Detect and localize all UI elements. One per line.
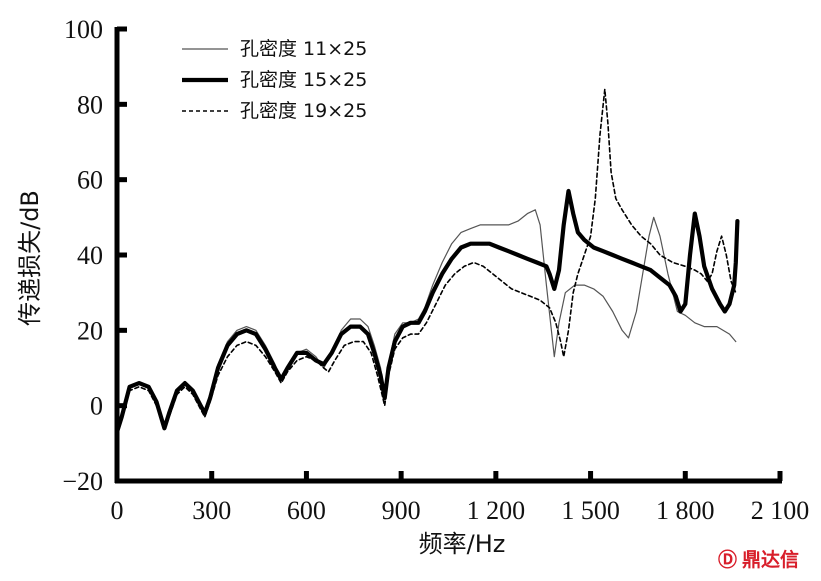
y-tick-label: 40: [77, 241, 103, 270]
series-line-2: [114, 188, 740, 435]
y-tick-label: 20: [77, 316, 103, 345]
series-layer: [114, 88, 740, 437]
series-line-3: [116, 88, 737, 433]
x-tick-label: 1 800: [656, 496, 715, 525]
x-tick-label: 1 500: [561, 496, 620, 525]
x-tick-label: 300: [192, 496, 231, 525]
y-tick-label: 0: [90, 392, 103, 421]
axes-layer: [114, 27, 782, 484]
legend-label-series-3: 孔密度 19×25: [240, 100, 367, 122]
x-tick-label: 0: [111, 496, 124, 525]
watermark-logo: Ⓓ 鼎达信: [718, 548, 799, 571]
x-tick-label: 900: [382, 496, 421, 525]
x-tick-label: 2 100: [751, 496, 810, 525]
y-tick-label: −20: [62, 467, 103, 496]
legend: 孔密度 11×25 孔密度 15×25 孔密度 19×25: [182, 38, 367, 122]
y-tick-label: 60: [77, 166, 103, 195]
y-tick-label: 80: [77, 90, 103, 119]
watermark-glyph: Ⓓ: [718, 548, 737, 571]
x-tick-label: 1 200: [467, 496, 526, 525]
x-axis-title: 频率/Hz: [419, 530, 506, 558]
legend-label-series-2: 孔密度 15×25: [240, 69, 367, 91]
legend-label-series-1: 孔密度 11×25: [240, 38, 367, 60]
y-tick-label: 100: [64, 15, 103, 44]
x-tick-label: 600: [287, 496, 326, 525]
watermark-text: 鼎达信: [742, 548, 799, 571]
ticks-layer: −20 0 20 40 60 80 100 0 300 600 900 1 200 1 500 1 800…: [62, 15, 809, 525]
y-axis-title: 传递损失/dB: [16, 190, 44, 326]
